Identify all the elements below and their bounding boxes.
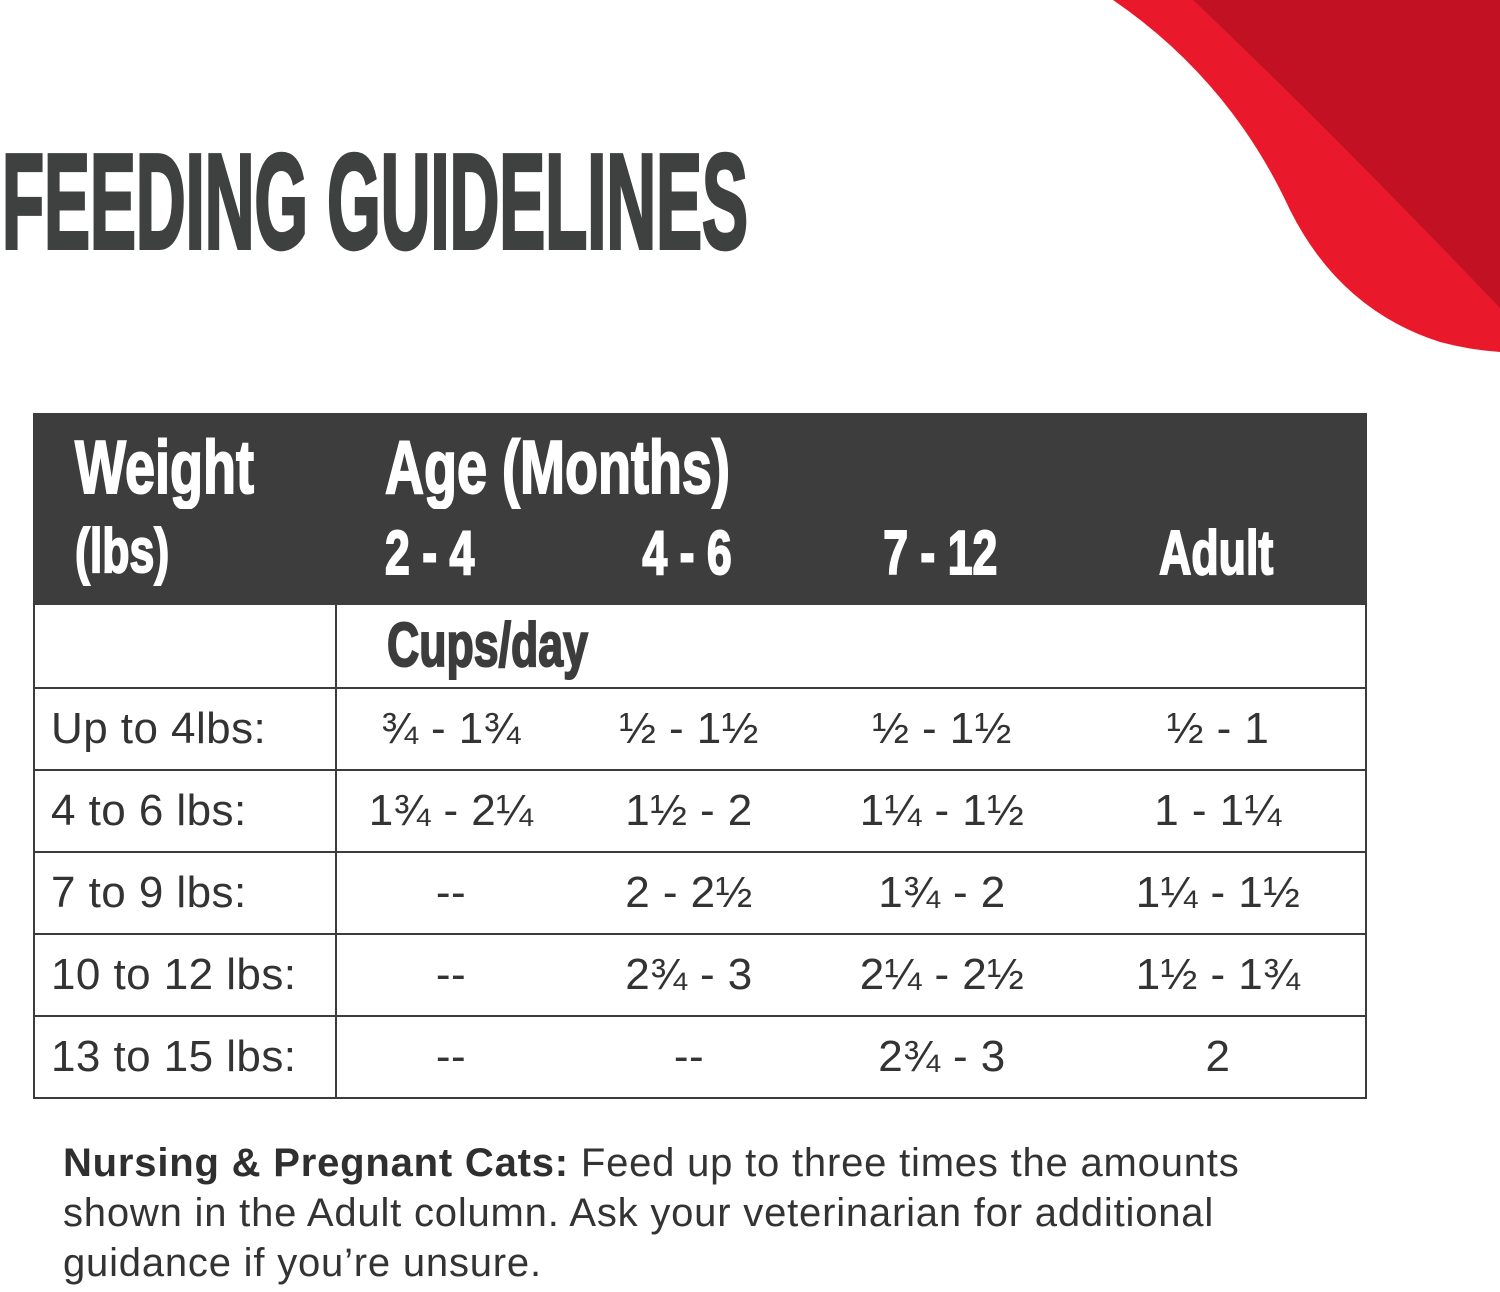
units-row-spacer [35,605,337,687]
nursing-note: Nursing & Pregnant Cats: Feed up to thre… [63,1138,1323,1288]
table-row: Up to 4lbs: ¾ - 1¾ ½ - 1½ ½ - 1½ ½ - 1 [35,689,1365,771]
value-cell: 1½ - 1¾ [1135,950,1301,999]
value-cell: ½ - 1½ [872,704,1012,753]
nursing-note-text: Feed up to three times the amounts shown… [63,1141,1240,1285]
age-header: Age (Months) [384,425,864,509]
weight-header-label: Weight [74,425,254,509]
units-label: Cups/day [386,611,588,680]
weight-cell: 10 to 12 lbs: [35,935,337,1015]
value-cell: 1 - 1¼ [1154,786,1282,835]
table-row: 13 to 15 lbs: -- -- 2¾ - 3 2 [35,1017,1365,1097]
value-cell: -- [435,950,467,999]
table-row: 7 to 9 lbs: -- 2 - 2½ 1¾ - 2 1¼ - 1½ [35,853,1365,935]
value-cell: 1¾ - 2¼ [368,786,534,835]
column-header-adult-label: Adult [1158,519,1274,588]
nursing-note-label: Nursing & Pregnant Cats: [63,1141,581,1185]
red-swoosh-dark [1193,0,1500,308]
column-header-4-6: 4 - 6 [537,519,837,588]
table-header: Weight (lbs) Age (Months) 2 - 4 4 - 6 7 … [33,413,1367,605]
value-cell: 1¾ - 2 [878,868,1006,917]
column-header-7-12: 7 - 12 [790,519,1090,588]
units-row: Cups/day [35,605,1365,689]
weight-unit-label: (lbs) [74,517,170,586]
value-cell: 1½ - 2 [625,786,753,835]
weight-cell: 4 to 6 lbs: [35,771,337,851]
column-header-4-6-label: 4 - 6 [642,519,733,588]
value-cell: -- [435,868,467,917]
units-label-wrap: Cups/day [386,611,666,680]
value-cell: -- [673,1032,705,1081]
value-cell: 2 [1205,1032,1231,1081]
column-header-7-12-label: 7 - 12 [882,519,998,588]
weight-cell: Up to 4lbs: [35,689,337,769]
column-header-adult: Adult [1066,519,1366,588]
value-cell: 1¼ - 1½ [859,786,1025,835]
feeding-table: Weight (lbs) Age (Months) 2 - 4 4 - 6 7 … [33,413,1367,1099]
table-row: 10 to 12 lbs: -- 2¾ - 3 2¼ - 2½ 1½ - 1¾ [35,935,1365,1017]
age-header-label: Age (Months) [384,425,730,509]
table-row: 4 to 6 lbs: 1¾ - 2¼ 1½ - 2 1¼ - 1½ 1 - 1… [35,771,1365,853]
value-cell: -- [435,1032,467,1081]
value-cell: 2 - 2½ [625,868,753,917]
value-cell: 2¾ - 3 [878,1032,1006,1081]
weight-header: Weight (lbs) [74,425,324,586]
column-header-2-4-label: 2 - 4 [384,519,475,588]
value-cell: ½ - 1½ [619,704,759,753]
value-cell: ¾ - 1¾ [381,704,521,753]
value-cell: 2¾ - 3 [625,950,753,999]
column-header-2-4: 2 - 4 [384,519,509,588]
weight-cell: 7 to 9 lbs: [35,853,337,933]
value-cell: ½ - 1 [1166,704,1270,753]
value-cell: 1¼ - 1½ [1135,868,1301,917]
value-cell: 2¼ - 2½ [859,950,1025,999]
weight-cell: 13 to 15 lbs: [35,1017,337,1097]
page-title: FEEDING GUIDELINES [1,126,749,277]
